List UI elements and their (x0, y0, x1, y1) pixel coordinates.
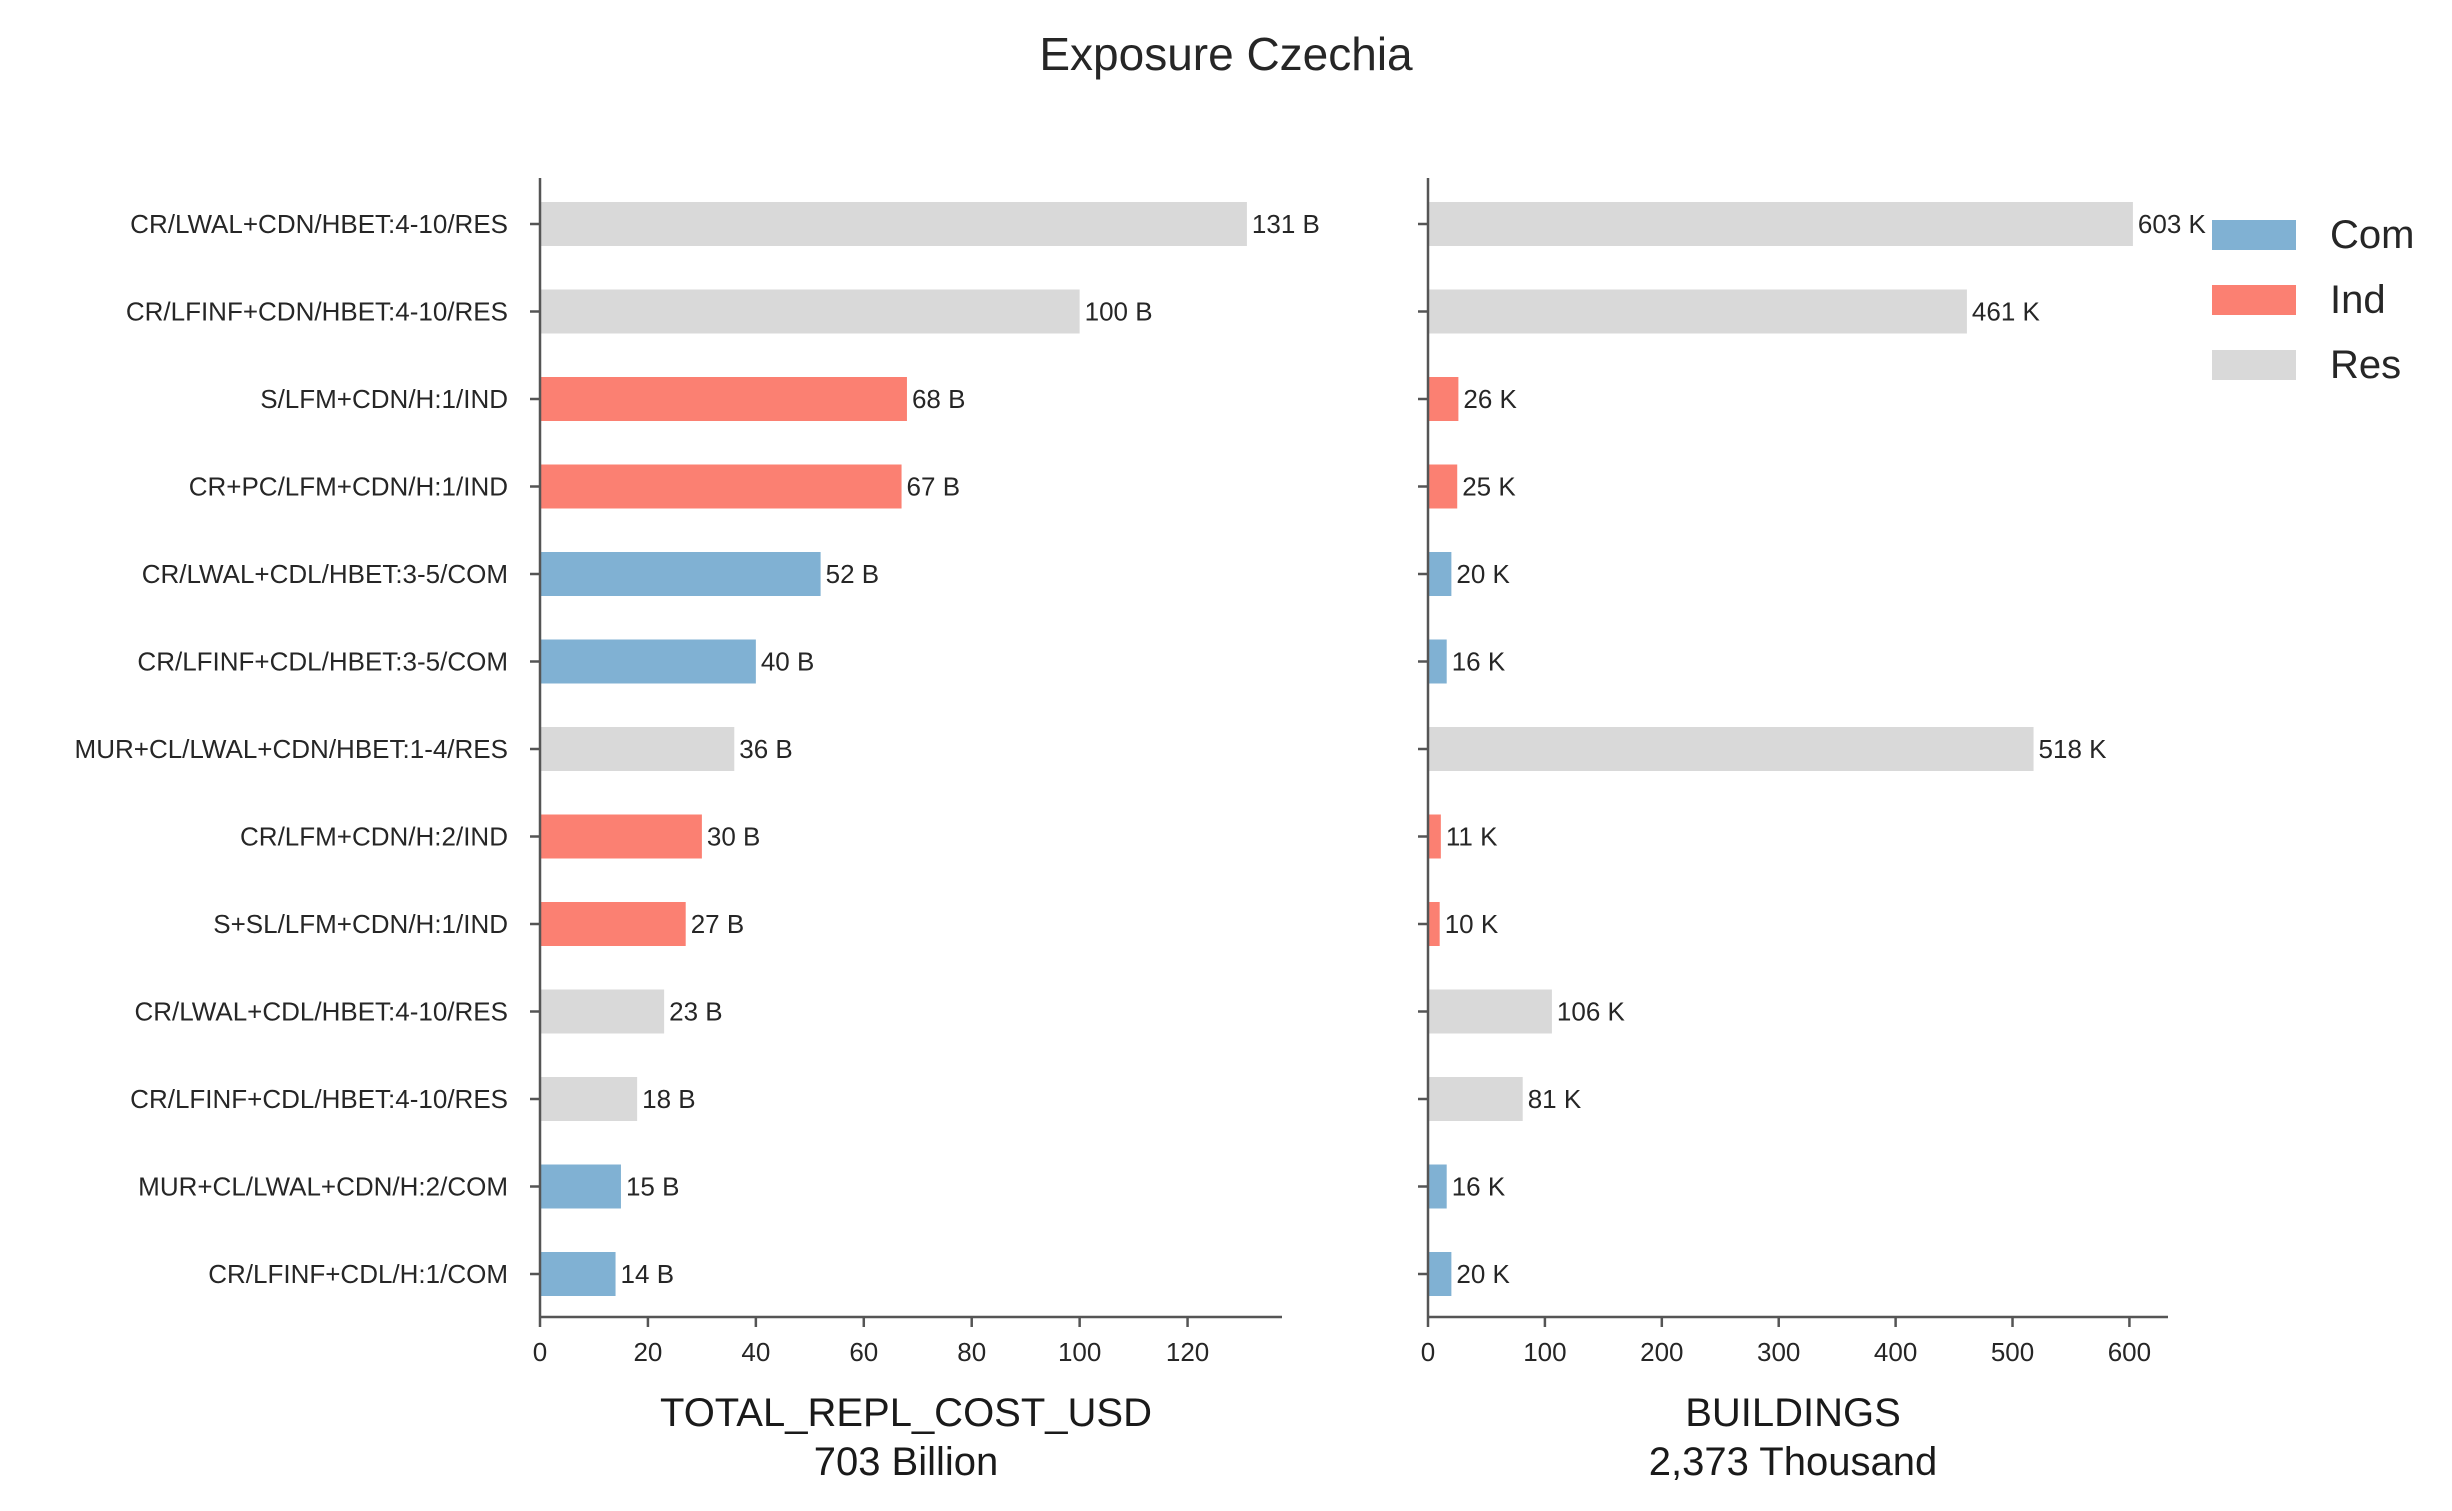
x-tick-label: 100 (1058, 1337, 1101, 1367)
bar-ind (1428, 902, 1440, 946)
bar-value-label: 131 B (1252, 209, 1320, 239)
x-tick-label: 600 (2108, 1337, 2151, 1367)
bar-com (1428, 1164, 1447, 1209)
bar-value-label: 15 B (626, 1172, 680, 1202)
x-tick-label: 60 (849, 1337, 878, 1367)
bar-value-label: 10 K (1445, 909, 1499, 939)
bar-res (540, 989, 665, 1034)
bar-ind (540, 902, 686, 946)
bar-value-label: 20 K (1456, 559, 1510, 589)
bar-value-label: 52 B (826, 559, 880, 589)
bar-com (540, 552, 821, 596)
x-tick-label: 40 (741, 1337, 770, 1367)
category-label: CR/LWAL+CDL/HBET:4-10/RES (134, 997, 508, 1027)
bar-ind (540, 814, 702, 859)
bar-ind (1428, 814, 1441, 859)
category-label: CR/LWAL+CDL/HBET:3-5/COM (142, 559, 508, 589)
bar-value-label: 81 K (1528, 1084, 1582, 1114)
x-tick-label: 500 (1991, 1337, 2034, 1367)
bar-com (1428, 639, 1447, 684)
bar-value-label: 20 K (1456, 1259, 1510, 1289)
legend-swatch-res (2212, 350, 2296, 380)
bar-com (540, 639, 756, 684)
legend-label: Res (2330, 343, 2401, 387)
category-label: CR/LFINF+CDL/H:1/COM (208, 1259, 508, 1289)
bar-com (1428, 552, 1452, 596)
x-tick-label: 200 (1640, 1337, 1683, 1367)
bar-value-label: 40 B (761, 647, 815, 677)
category-label: MUR+CL/LWAL+CDN/HBET:1-4/RES (75, 734, 508, 764)
x-axis-label: TOTAL_REPL_COST_USD (660, 1391, 1152, 1435)
bar-res (1428, 289, 1967, 334)
x-tick-label: 0 (533, 1337, 547, 1367)
bar-value-label: 36 B (739, 734, 793, 764)
bar-ind (1428, 377, 1459, 421)
bar-value-label: 18 B (642, 1084, 696, 1114)
bar-value-label: 23 B (669, 997, 723, 1027)
bar-res (1428, 727, 2034, 771)
legend-label: Ind (2330, 278, 2386, 322)
chart-title: Exposure Czechia (1039, 28, 1413, 80)
bar-value-label: 11 K (1446, 822, 1498, 852)
legend-label: Com (2330, 213, 2414, 257)
category-label: CR/LFINF+CDL/HBET:4-10/RES (130, 1084, 508, 1114)
x-tick-label: 0 (1421, 1337, 1435, 1367)
category-label: CR/LFINF+CDL/HBET:3-5/COM (137, 647, 508, 677)
bar-com (1428, 1252, 1452, 1296)
panel-2: 603 K 461 K 26 K 25 K 20 K 16 K 518 K 11 K 10 K 1… (1418, 178, 2207, 1484)
bar-value-label: 16 K (1452, 647, 1506, 677)
bar-value-label: 30 B (707, 822, 761, 852)
bar-value-label: 16 K (1452, 1172, 1506, 1202)
bar-res (540, 727, 735, 771)
x-tick-label: 120 (1166, 1337, 1209, 1367)
bar-value-label: 25 K (1462, 472, 1516, 502)
bar-res (540, 1077, 638, 1121)
x-axis-subtitle: 703 Billion (814, 1440, 999, 1484)
x-tick-label: 400 (1874, 1337, 1917, 1367)
legend: Com Ind Res (2212, 213, 2414, 387)
bar-value-label: 26 K (1463, 384, 1517, 414)
x-tick-label: 80 (957, 1337, 986, 1367)
bar-res (1428, 202, 2133, 246)
category-label: MUR+CL/LWAL+CDN/H:2/COM (138, 1172, 508, 1202)
category-label: CR/LFINF+CDN/HBET:4-10/RES (126, 297, 508, 327)
panels: 131 B CR/LWAL+CDN/HBET:4-10/RES 100 B CR/LF… (75, 178, 2207, 1484)
bar-value-label: 461 K (1972, 297, 2041, 327)
bar-value-label: 67 B (907, 472, 961, 502)
bar-com (540, 1164, 621, 1209)
bar-com (540, 1252, 616, 1296)
legend-swatch-com (2212, 220, 2296, 250)
legend-swatch-ind (2212, 285, 2296, 315)
x-axis-label: BUILDINGS (1685, 1391, 1901, 1435)
x-axis-subtitle: 2,373 Thousand (1649, 1440, 1937, 1484)
bar-value-label: 14 B (621, 1259, 675, 1289)
bar-value-label: 27 B (691, 909, 745, 939)
bar-ind (540, 464, 902, 509)
bar-value-label: 100 B (1085, 297, 1153, 327)
panel-1: 131 B CR/LWAL+CDN/HBET:4-10/RES 100 B CR/LF… (75, 178, 1320, 1484)
x-tick-label: 100 (1523, 1337, 1566, 1367)
x-tick-label: 20 (633, 1337, 662, 1367)
bar-res (1428, 1077, 1523, 1121)
bar-res (540, 289, 1080, 334)
bar-ind (540, 377, 907, 421)
bar-ind (1428, 464, 1458, 509)
bar-value-label: 603 K (2138, 209, 2207, 239)
category-label: CR+PC/LFM+CDN/H:1/IND (189, 472, 508, 502)
bar-value-label: 68 B (912, 384, 966, 414)
category-label: S+SL/LFM+CDN/H:1/IND (213, 909, 508, 939)
x-tick-label: 300 (1757, 1337, 1800, 1367)
bar-res (1428, 989, 1552, 1034)
bar-res (540, 202, 1247, 246)
bar-value-label: 518 K (2039, 734, 2108, 764)
category-label: CR/LFM+CDN/H:2/IND (240, 822, 508, 852)
category-label: S/LFM+CDN/H:1/IND (260, 384, 508, 414)
bar-value-label: 106 K (1557, 997, 1626, 1027)
category-label: CR/LWAL+CDN/HBET:4-10/RES (130, 209, 508, 239)
